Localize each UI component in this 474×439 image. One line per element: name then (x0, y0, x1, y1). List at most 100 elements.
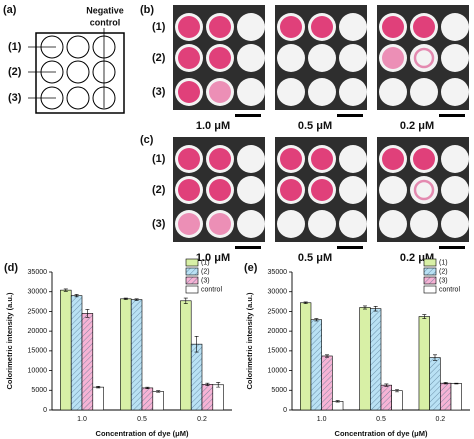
legend-label: control (201, 286, 222, 293)
stain (413, 16, 435, 38)
concentration-label: 0.5 μM (298, 252, 332, 264)
scale-bar (337, 114, 363, 117)
bar (332, 401, 344, 411)
error-bar (325, 354, 330, 358)
error-bar (145, 386, 150, 390)
row-label: (3) (8, 92, 22, 104)
legend-swatch (185, 267, 199, 276)
bar (440, 382, 452, 411)
bar (92, 386, 104, 411)
well (308, 44, 336, 72)
well (441, 13, 469, 41)
x-tick-label: 0.2 (197, 416, 207, 423)
bar (60, 289, 72, 411)
stain (178, 81, 200, 103)
bar (300, 302, 312, 411)
stain (178, 47, 200, 69)
well (237, 44, 265, 72)
y-tick-label: 35000 (28, 269, 48, 276)
stain (209, 213, 231, 235)
well (237, 210, 265, 238)
bar (380, 384, 392, 411)
stain (311, 179, 333, 201)
bar (180, 300, 192, 411)
y-axis-label: Colorimetric intensity (a.u.) (245, 292, 254, 390)
legend-swatch (185, 258, 199, 267)
error-bar (134, 298, 139, 301)
legend-swatch (423, 267, 437, 276)
y-tick-label: 10000 (268, 367, 288, 374)
bar (321, 355, 333, 411)
stain (311, 16, 333, 38)
stain (209, 148, 231, 170)
concentration-label: 1.0 μM (196, 120, 230, 132)
panel-label: (a) (3, 4, 17, 16)
y-tick-label: 0 (43, 407, 47, 414)
legend-label: (2) (439, 268, 448, 275)
well (410, 78, 438, 106)
error-bar (422, 314, 427, 319)
error-bar (156, 390, 161, 393)
row-label: (2) (8, 66, 22, 78)
well (237, 13, 265, 41)
y-tick-label: 30000 (268, 289, 288, 296)
well (237, 78, 265, 106)
row-label: (2) (152, 184, 166, 196)
legend-label: (3) (439, 277, 448, 284)
y-tick-label: 25000 (28, 308, 48, 315)
well (410, 210, 438, 238)
well (379, 210, 407, 238)
bar (201, 384, 214, 411)
well (441, 210, 469, 238)
stain (382, 16, 404, 38)
y-tick-label: 5000 (31, 387, 47, 394)
y-tick-label: 0 (283, 407, 287, 414)
bar (418, 316, 430, 411)
y-tick-label: 5000 (271, 387, 287, 394)
well (339, 44, 367, 72)
bar (70, 295, 83, 411)
bar (141, 387, 154, 411)
x-tick-label: 1.0 (317, 416, 327, 423)
error-bar (205, 382, 210, 386)
error-bar (216, 382, 221, 388)
bar (152, 391, 164, 411)
bar (391, 390, 403, 411)
error-bar (314, 318, 319, 322)
well (277, 44, 305, 72)
well (339, 210, 367, 238)
error-bar (96, 386, 101, 389)
well (277, 78, 305, 106)
legend-label: (1) (201, 259, 210, 266)
row-label: (1) (152, 153, 166, 165)
photos: (1) (2) (3) 1.0 μM 0.5 μM 0.2 μM (1) (2) (3) 1.0 … (152, 5, 469, 264)
concentration-label: 1.0 μM (196, 252, 230, 264)
error-bar (85, 309, 90, 318)
annotation: Negative (86, 5, 124, 15)
error-bar (183, 297, 188, 304)
x-tick-label: 0.2 (435, 416, 445, 423)
stain (209, 47, 231, 69)
well (237, 176, 265, 204)
stain (311, 148, 333, 170)
well (441, 176, 469, 204)
bar (310, 319, 322, 411)
scale-bar (235, 246, 261, 249)
stain (413, 47, 435, 69)
well (237, 145, 265, 173)
error-bar (432, 354, 437, 361)
legend-swatch (423, 258, 437, 267)
stain (209, 16, 231, 38)
scale-bar (235, 114, 261, 117)
stain (413, 179, 435, 201)
scale-bar (337, 246, 363, 249)
panel-label: (e) (244, 262, 258, 274)
bar (81, 313, 94, 411)
stain (280, 179, 302, 201)
error-bar (123, 297, 128, 300)
bar (450, 383, 462, 411)
legend-label: control (439, 286, 460, 293)
concentration-label: 0.2 μM (400, 120, 434, 132)
legend-swatch (423, 276, 437, 285)
